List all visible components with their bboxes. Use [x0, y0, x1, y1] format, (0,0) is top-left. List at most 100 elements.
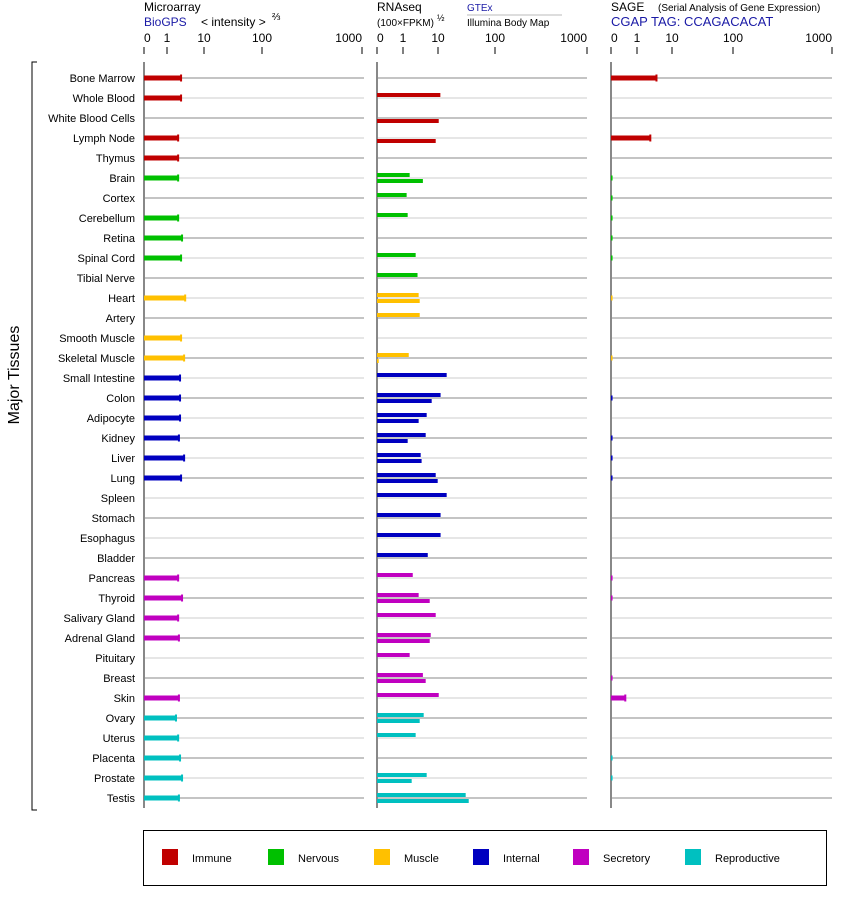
- tissue-label: Breast: [103, 673, 135, 685]
- microarray-bar: [144, 295, 186, 301]
- legend-label-internal: Internal: [503, 853, 540, 865]
- rnaseq-bar: [377, 713, 424, 717]
- intensity-exponent: ⅔: [272, 12, 281, 23]
- microarray-bar-cap: [177, 734, 180, 742]
- sage-title: SAGE: [611, 0, 644, 14]
- microarray-bar: [144, 575, 179, 581]
- rnaseq-bar: [377, 653, 410, 657]
- tissue-label: Spinal Cord: [78, 253, 135, 265]
- microarray-title: Microarray: [144, 0, 201, 14]
- rnaseq-bar: [377, 553, 428, 557]
- microarray-bar: [144, 155, 179, 161]
- tissue-label: Kidney: [101, 433, 135, 445]
- microarray-bar: [144, 775, 183, 781]
- microarray-bar-cap: [177, 614, 180, 622]
- microarray-bar: [144, 375, 181, 381]
- tissue-label: Placenta: [92, 753, 136, 765]
- rnaseq-bar: [377, 173, 410, 177]
- microarray-bar: [144, 455, 185, 461]
- x-tick-label: 100: [723, 31, 743, 45]
- tissue-label: Skin: [114, 693, 135, 705]
- tissue-bracket: [31, 61, 37, 811]
- rnaseq-bar: [377, 633, 431, 637]
- rnaseq-bar: [377, 513, 441, 517]
- microarray-bar-cap: [181, 234, 184, 242]
- tissue-label: Colon: [106, 393, 135, 405]
- rnaseq-bar: [377, 479, 438, 483]
- rnaseq-bar: [377, 639, 430, 643]
- sage-bar: [611, 695, 626, 701]
- x-tick-label: 10: [431, 31, 445, 45]
- tissue-label: Brain: [109, 173, 135, 185]
- sage-bar: [611, 195, 613, 201]
- sage-bar-cap: [624, 694, 627, 702]
- microarray-bar: [144, 795, 179, 801]
- sage-bar: [611, 215, 613, 221]
- microarray-bar-cap: [177, 694, 180, 702]
- rnaseq-bar: [377, 399, 432, 403]
- biogps-source: BioGPS: [144, 15, 187, 29]
- intensity-unit-label: < intensity >: [201, 15, 266, 29]
- tissue-label: Salivary Gland: [63, 613, 135, 625]
- tissue-label: Pituitary: [95, 653, 135, 665]
- microarray-bar-cap: [177, 434, 180, 442]
- rnaseq-bar: [377, 213, 408, 217]
- legend-swatch-muscle: [374, 849, 390, 865]
- microarray-bar-cap: [183, 454, 186, 462]
- tissue-label: Thyroid: [98, 593, 135, 605]
- tissue-label: Bone Marrow: [70, 73, 135, 85]
- sage-bar: [611, 135, 651, 141]
- rnaseq-bar: [377, 459, 422, 463]
- sage-bar: [611, 435, 613, 441]
- rnaseq-bar: [377, 119, 439, 123]
- tissue-label: Artery: [106, 313, 136, 325]
- sage-bar: [611, 575, 613, 581]
- microarray-bar: [144, 735, 179, 741]
- tissue-label: Whole Blood: [73, 93, 135, 105]
- sage-bar: [611, 175, 613, 181]
- legend-swatch-nervous: [268, 849, 284, 865]
- sage-bar: [611, 75, 657, 81]
- microarray-bar: [144, 475, 182, 481]
- microarray-bar-cap: [179, 394, 182, 402]
- microarray-bar-cap: [177, 134, 180, 142]
- legend-label-reproductive: Reproductive: [715, 853, 780, 865]
- tissue-label: White Blood Cells: [48, 113, 135, 125]
- x-tick-label: 1: [400, 31, 407, 45]
- sage-bar-cap: [649, 134, 652, 142]
- rnaseq-bar: [377, 419, 419, 423]
- rnaseq-bar: [377, 793, 466, 797]
- tissue-label: Retina: [103, 233, 136, 245]
- microarray-bar: [144, 235, 183, 241]
- x-tick-label: 0: [144, 31, 151, 45]
- rnaseq-bar: [377, 773, 427, 777]
- microarray-bar-cap: [180, 74, 183, 82]
- fpkm-exponent: ½: [437, 13, 445, 23]
- rnaseq-bar: [377, 313, 420, 317]
- tissue-label: Thymus: [96, 153, 136, 165]
- tissue-label: Esophagus: [80, 533, 136, 545]
- gtex-source: GTEx: [467, 3, 493, 14]
- rnaseq-bar: [377, 373, 447, 377]
- microarray-bar: [144, 255, 182, 261]
- microarray-bar: [144, 75, 182, 81]
- rnaseq-bar: [377, 613, 436, 617]
- rnaseq-bar: [377, 533, 441, 537]
- rnaseq-bar: [377, 799, 469, 803]
- tissue-label: Bladder: [97, 553, 135, 565]
- microarray-bar: [144, 95, 182, 101]
- microarray-bar-cap: [177, 154, 180, 162]
- rnaseq-bar: [377, 193, 407, 197]
- rnaseq-bar: [377, 253, 416, 257]
- microarray-bar: [144, 215, 179, 221]
- legend-swatch-internal: [473, 849, 489, 865]
- microarray-bar: [144, 595, 183, 601]
- legend-label-nervous: Nervous: [298, 853, 339, 865]
- rnaseq-title: RNAseq: [377, 0, 422, 14]
- tissue-label: Liver: [111, 453, 135, 465]
- sage-bar: [611, 475, 613, 481]
- x-tick-label: 10: [197, 31, 211, 45]
- fpkm-unit-label: (100×FPKM): [377, 18, 434, 29]
- rnaseq-bar: [377, 293, 419, 297]
- microarray-bar: [144, 135, 179, 141]
